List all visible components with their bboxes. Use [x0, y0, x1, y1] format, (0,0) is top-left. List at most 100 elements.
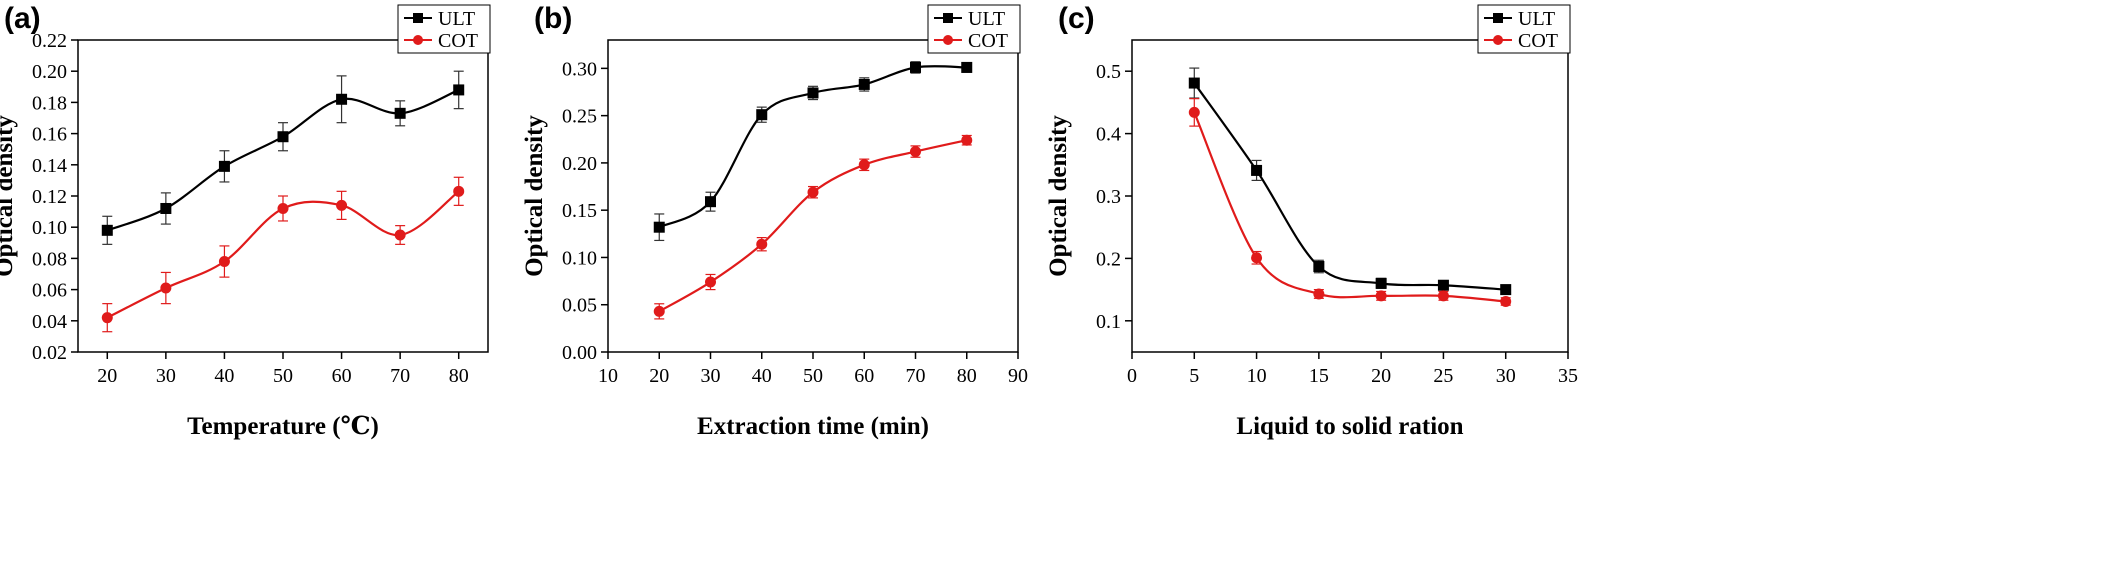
data-point: [807, 186, 819, 198]
series-cot: [1188, 98, 1512, 307]
data-point: [807, 87, 819, 99]
y-tick-label: 0.25: [562, 106, 597, 128]
data-point: [336, 93, 348, 105]
data-point: [101, 224, 113, 236]
panel-label: (a): [4, 2, 41, 35]
y-tick-label: 0.22: [32, 30, 67, 52]
data-point: [961, 61, 973, 73]
y-tick-label: 0.4: [1096, 124, 1121, 146]
x-tick-label: 40: [214, 365, 234, 387]
data-point: [1251, 252, 1263, 264]
legend-marker: [413, 35, 423, 45]
data-point: [277, 202, 289, 214]
data-point: [1437, 279, 1449, 291]
y-tick-label: 0.20: [562, 153, 597, 175]
y-tick-label: 0.02: [32, 342, 67, 364]
data-point: [1188, 77, 1200, 89]
x-tick-label: 70: [390, 365, 410, 387]
data-point: [453, 185, 465, 197]
data-point: [756, 238, 768, 250]
legend-item-cot: COT: [1484, 30, 1558, 52]
data-point: [277, 131, 289, 143]
data-point: [910, 61, 921, 73]
series-ult: [101, 70, 465, 245]
y-tick-label: 0.00: [562, 342, 597, 364]
legend-label: COT: [438, 30, 478, 52]
series-ult: [653, 61, 973, 242]
chart-panel-c: (c) 0 5 10 15 20 25 30 35 0.1 0.2 0.3 0.4 0.5 Liquid t…: [1045, 2, 1578, 440]
data-point: [1375, 277, 1387, 289]
data-point: [394, 229, 406, 241]
legend-label: ULT: [968, 8, 1005, 30]
legend-marker: [1493, 35, 1503, 45]
y-tick-label: 0.06: [32, 280, 67, 302]
data-point: [160, 202, 172, 214]
chart-panel-a: (a) 20 30 40 50 60 70 80 0.02 0.04 0.06 0.08 0.10 0.1…: [0, 2, 491, 440]
series-ult: [1188, 67, 1512, 296]
legend-marker: [943, 35, 953, 45]
series-cot: [653, 134, 973, 320]
x-tick-label: 70: [906, 365, 926, 387]
data-point: [653, 221, 665, 233]
data-point: [336, 199, 348, 211]
y-axis-title: Optical density: [1045, 115, 1072, 277]
data-point: [394, 107, 406, 119]
y-tick-label: 0.10: [562, 247, 597, 269]
data-point: [101, 312, 113, 324]
legend-item-ult: ULT: [404, 8, 475, 30]
series-line: [658, 139, 967, 313]
y-tick-label: 0.3: [1096, 186, 1121, 208]
x-tick-label: 35: [1558, 365, 1578, 387]
chart-panel-b: (b) 10 20 30 40 50 60 70 80 90 0.00 0.05 0.10 0.15 0.2…: [521, 2, 1028, 440]
x-tick-label: 0: [1127, 365, 1137, 387]
legend-item-ult: ULT: [1484, 8, 1555, 30]
y-tick-label: 0.12: [32, 186, 67, 208]
x-tick-label: 80: [957, 365, 977, 387]
legend-marker: [413, 13, 423, 23]
legend-label: COT: [1518, 30, 1558, 52]
y-tick-label: 0.04: [32, 311, 67, 333]
x-tick-label: 50: [803, 365, 823, 387]
data-point: [1500, 295, 1512, 307]
data-point: [910, 146, 921, 158]
y-tick-label: 0.08: [32, 248, 67, 270]
data-point: [1500, 284, 1512, 296]
x-axis-title: Liquid to solid ration: [1236, 413, 1463, 440]
x-tick-label: 60: [854, 365, 874, 387]
series-line: [1193, 111, 1506, 303]
data-point: [858, 78, 870, 90]
x-tick-label: 20: [97, 365, 117, 387]
y-tick-label: 0.30: [562, 58, 597, 80]
x-tick-label: 30: [156, 365, 176, 387]
legend-item-cot: COT: [934, 30, 1008, 52]
x-axis-title: Extraction time (min): [697, 413, 929, 440]
data-point: [453, 84, 465, 96]
x-tick-label: 90: [1008, 365, 1028, 387]
legend-label: ULT: [1518, 8, 1555, 30]
data-point: [160, 282, 172, 294]
y-tick-label: 0.1: [1096, 311, 1121, 333]
series-cot: [101, 176, 465, 333]
x-tick-label: 80: [449, 365, 469, 387]
x-tick-label: 30: [1496, 365, 1516, 387]
y-tick-label: 0.16: [32, 124, 67, 146]
y-tick-label: 0.18: [32, 92, 67, 114]
x-tick-label: 15: [1309, 365, 1329, 387]
x-tick-label: 20: [649, 365, 669, 387]
y-tick-label: 0.14: [32, 155, 67, 177]
x-axis-title: Temperature (℃): [187, 413, 379, 440]
x-tick-label: 10: [598, 365, 618, 387]
legend-item-ult: ULT: [934, 8, 1005, 30]
x-tick-label: 5: [1189, 365, 1199, 387]
legend-box: [1477, 4, 1571, 54]
data-point: [1375, 290, 1387, 302]
x-tick-label: 10: [1247, 365, 1267, 387]
data-point: [756, 109, 768, 121]
legend-label: COT: [968, 30, 1008, 52]
data-point: [1313, 288, 1325, 300]
data-point: [858, 159, 870, 171]
x-tick-label: 50: [273, 365, 293, 387]
